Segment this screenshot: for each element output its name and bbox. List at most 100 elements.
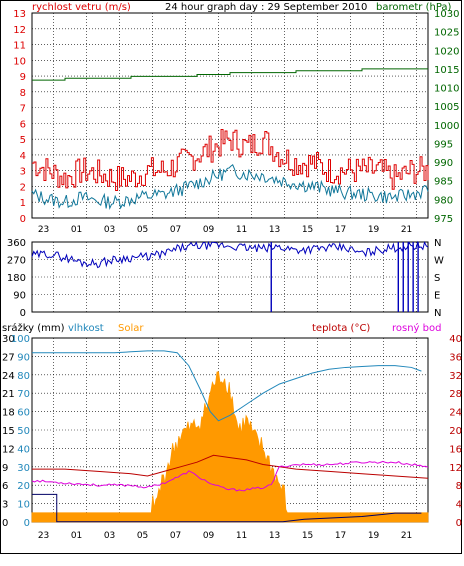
rain-y-tick-label: 21	[2, 389, 15, 400]
wind-direction-line	[31, 240, 429, 269]
pressure-line	[32, 68, 428, 81]
climate-x-tick-label: 23	[38, 531, 49, 541]
climate-x-tick-label: 19	[368, 531, 380, 541]
temperature-y-tick-label: 40	[449, 334, 462, 345]
wind-y-tick-label: 7	[20, 104, 26, 115]
wind-y-tick-label: 12	[13, 25, 26, 36]
pressure-axis-label: barometr (hPa)	[376, 2, 452, 13]
wind-x-tick-label: 07	[170, 225, 181, 235]
humidity-y-tick-label: 20	[17, 481, 30, 492]
wind-x-tick-label: 21	[401, 225, 412, 235]
wind-x-tick-label: 05	[137, 225, 148, 235]
humidity-y-tick-label: 90	[17, 352, 30, 363]
humidity-y-tick-label: 80	[17, 371, 30, 382]
temperature-y-tick-label: 4	[456, 500, 462, 511]
wind-y-tick-label: 8	[20, 88, 26, 99]
humidity-axis-label: vlhkost	[68, 323, 104, 334]
compass-tick-label: N	[434, 238, 441, 249]
dewpoint-axis-label: rosný bod	[392, 322, 441, 334]
temperature-y-tick-label: 20	[449, 426, 462, 437]
climate-x-tick-label: 17	[335, 531, 346, 541]
rain-y-tick-label: 9	[2, 463, 8, 474]
rain-y-tick-label: 3	[2, 500, 8, 511]
wind-x-tick-label: 09	[203, 225, 215, 235]
pressure-y-tick-label: 1030	[434, 9, 459, 20]
compass-tick-label: N	[434, 308, 441, 319]
climate-x-tick-label: 13	[269, 531, 280, 541]
wind-y-tick-label: 13	[13, 9, 26, 20]
pressure-y-tick-label: 975	[434, 214, 453, 225]
wind-y-tick-label: 6	[20, 119, 26, 130]
humidity-y-tick-label: 40	[17, 444, 30, 455]
pressure-y-tick-label: 1025	[434, 28, 459, 39]
pressure-y-tick-label: 990	[434, 158, 453, 169]
direction-y-tick-label: 360	[7, 238, 26, 249]
wind-average-line	[31, 163, 429, 210]
rain-y-tick-label: 18	[2, 408, 15, 419]
wind-x-tick-label: 17	[335, 225, 346, 235]
humidity-y-tick-label: 50	[17, 426, 30, 437]
wind-x-tick-label: 13	[269, 225, 280, 235]
wind-gust-line	[32, 129, 429, 192]
compass-tick-label: E	[434, 291, 440, 302]
compass-tick-label: W	[434, 256, 444, 267]
humidity-line	[32, 350, 422, 422]
direction-y-tick-label: 90	[13, 291, 26, 302]
humidity-y-tick-label: 70	[17, 389, 30, 400]
wind-y-tick-label: 3	[20, 167, 26, 178]
climate-x-tick-label: 11	[236, 531, 247, 541]
rain-y-tick-label: 27	[2, 352, 15, 363]
temperature-y-tick-label: 12	[449, 463, 462, 474]
rain-y-tick-label: 12	[2, 444, 15, 455]
wind-axis-label: rychlost vetru (m/s)	[32, 2, 131, 13]
temperature-y-tick-label: 0	[456, 518, 462, 529]
wind-x-tick-label: 23	[38, 225, 49, 235]
temperature-y-tick-label: 24	[449, 408, 462, 419]
wind-plot-area	[31, 12, 429, 219]
wind-x-tick-label: 03	[104, 225, 115, 235]
wind-x-tick-label: 15	[302, 225, 313, 235]
pressure-y-tick-label: 995	[434, 139, 453, 150]
direction-y-tick-label: 270	[7, 256, 26, 267]
temperature-y-tick-label: 32	[449, 371, 462, 382]
pressure-y-tick-label: 985	[434, 177, 453, 188]
dewpoint-line	[31, 460, 429, 492]
temperature-y-tick-label: 36	[449, 352, 462, 363]
climate-x-tick-label: 03	[104, 531, 115, 541]
temperature-y-tick-label: 8	[456, 481, 462, 492]
rain-axis-label: srážky (mm)	[2, 322, 65, 334]
rain-y-tick-label: 6	[2, 481, 8, 492]
wind-x-tick-label: 19	[368, 225, 380, 235]
direction-y-tick-label: 0	[20, 308, 26, 319]
wind-y-tick-label: 10	[13, 56, 26, 67]
wind-x-tick-label: 01	[71, 225, 82, 235]
humidity-y-tick-label: 100	[11, 334, 30, 345]
rain-line	[32, 493, 422, 523]
solar-area	[31, 371, 429, 523]
temperature-axis-label: teplota (°C)	[312, 323, 370, 334]
rain-y-tick-label: 24	[2, 371, 15, 382]
compass-tick-label: S	[434, 273, 440, 284]
temperature-y-tick-label: 28	[449, 389, 462, 400]
climate-x-tick-label: 01	[71, 531, 82, 541]
wind-x-tick-label: 11	[236, 225, 247, 235]
pressure-y-tick-label: 980	[434, 195, 453, 206]
rain-y-tick-label: 30	[2, 334, 15, 345]
pressure-y-tick-label: 1000	[434, 121, 459, 132]
humidity-y-tick-label: 60	[17, 408, 30, 419]
wind-y-tick-label: 2	[20, 182, 26, 193]
pressure-y-tick-label: 1015	[434, 65, 459, 76]
humidity-y-tick-label: 10	[17, 500, 30, 511]
humidity-y-tick-label: 0	[24, 518, 30, 529]
pressure-y-tick-label: 1005	[434, 102, 459, 113]
climate-x-tick-label: 05	[137, 531, 148, 541]
rain-y-tick-label: 15	[2, 426, 15, 437]
rain-y-tick-label: 0	[2, 518, 8, 529]
chart-frame	[0, 0, 462, 554]
climate-x-tick-label: 15	[302, 531, 313, 541]
climate-x-tick-label: 21	[401, 531, 412, 541]
climate-x-tick-label: 09	[203, 531, 215, 541]
wind-y-tick-label: 0	[20, 214, 26, 225]
humidity-y-tick-label: 30	[17, 463, 30, 474]
